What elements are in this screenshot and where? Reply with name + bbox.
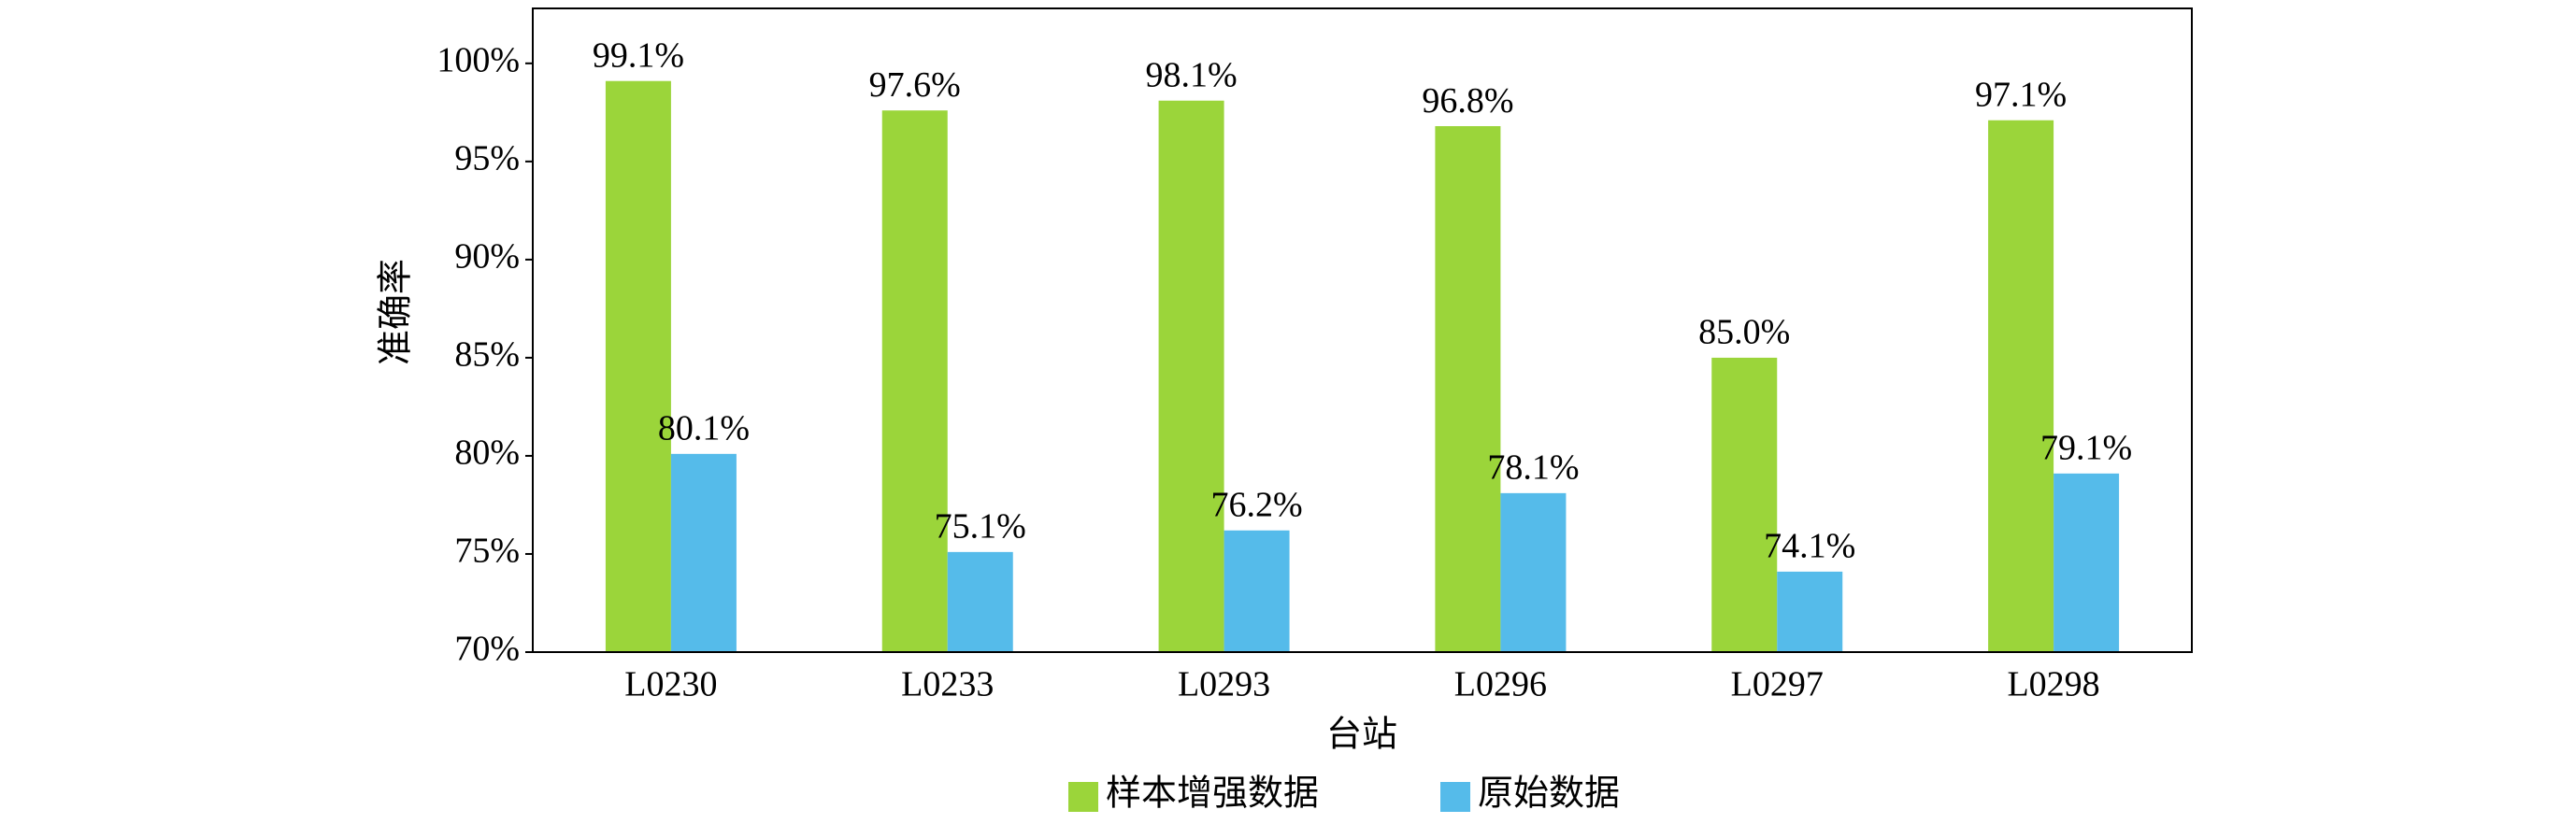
legend-label: 样本增强数据 bbox=[1106, 774, 1319, 814]
legend-swatch bbox=[1068, 782, 1098, 812]
legend-swatch bbox=[1440, 782, 1471, 812]
bar bbox=[1224, 530, 1290, 652]
bar bbox=[1711, 357, 1778, 652]
bar bbox=[1435, 126, 1501, 652]
bar bbox=[670, 453, 737, 652]
y-axis-title: 准确率 bbox=[377, 259, 416, 365]
x-tick-label: L0298 bbox=[2007, 665, 2099, 704]
bar bbox=[605, 80, 671, 653]
data-label: 99.1% bbox=[593, 36, 684, 75]
bar bbox=[1988, 120, 2054, 653]
y-tick-label: 85% bbox=[454, 335, 520, 375]
x-tick-label: L0293 bbox=[1178, 665, 1270, 704]
data-label: 98.1% bbox=[1146, 55, 1238, 94]
data-label: 97.6% bbox=[869, 65, 961, 105]
bar bbox=[1500, 492, 1567, 652]
y-tick-label: 75% bbox=[454, 532, 520, 571]
x-tick-label: L0296 bbox=[1454, 665, 1547, 704]
y-tick-label: 95% bbox=[454, 139, 520, 178]
y-tick-label: 90% bbox=[454, 237, 520, 277]
data-label: 76.2% bbox=[1211, 485, 1303, 524]
data-label: 85.0% bbox=[1698, 313, 1790, 352]
x-tick-label: L0230 bbox=[624, 665, 717, 704]
data-label: 80.1% bbox=[658, 409, 750, 448]
bar bbox=[947, 551, 1013, 652]
bar bbox=[1777, 571, 1843, 652]
bar bbox=[2054, 473, 2120, 652]
bar bbox=[1158, 100, 1224, 653]
data-label: 78.1% bbox=[1487, 448, 1579, 488]
y-tick-label: 80% bbox=[454, 433, 520, 473]
data-label: 74.1% bbox=[1764, 527, 1855, 566]
plot-frame bbox=[532, 7, 2193, 653]
data-label: 96.8% bbox=[1422, 81, 1513, 121]
legend-label: 原始数据 bbox=[1478, 774, 1620, 814]
data-label: 75.1% bbox=[935, 507, 1026, 547]
x-tick-label: L0233 bbox=[901, 665, 994, 704]
data-label: 97.1% bbox=[1975, 75, 2067, 114]
y-tick-label: 70% bbox=[454, 630, 520, 669]
x-axis-title: 台站 bbox=[1326, 716, 1397, 755]
x-tick-label: L0297 bbox=[1731, 665, 1824, 704]
y-tick-label: 100% bbox=[436, 41, 520, 80]
bar bbox=[881, 110, 948, 653]
data-label: 79.1% bbox=[2040, 429, 2132, 468]
